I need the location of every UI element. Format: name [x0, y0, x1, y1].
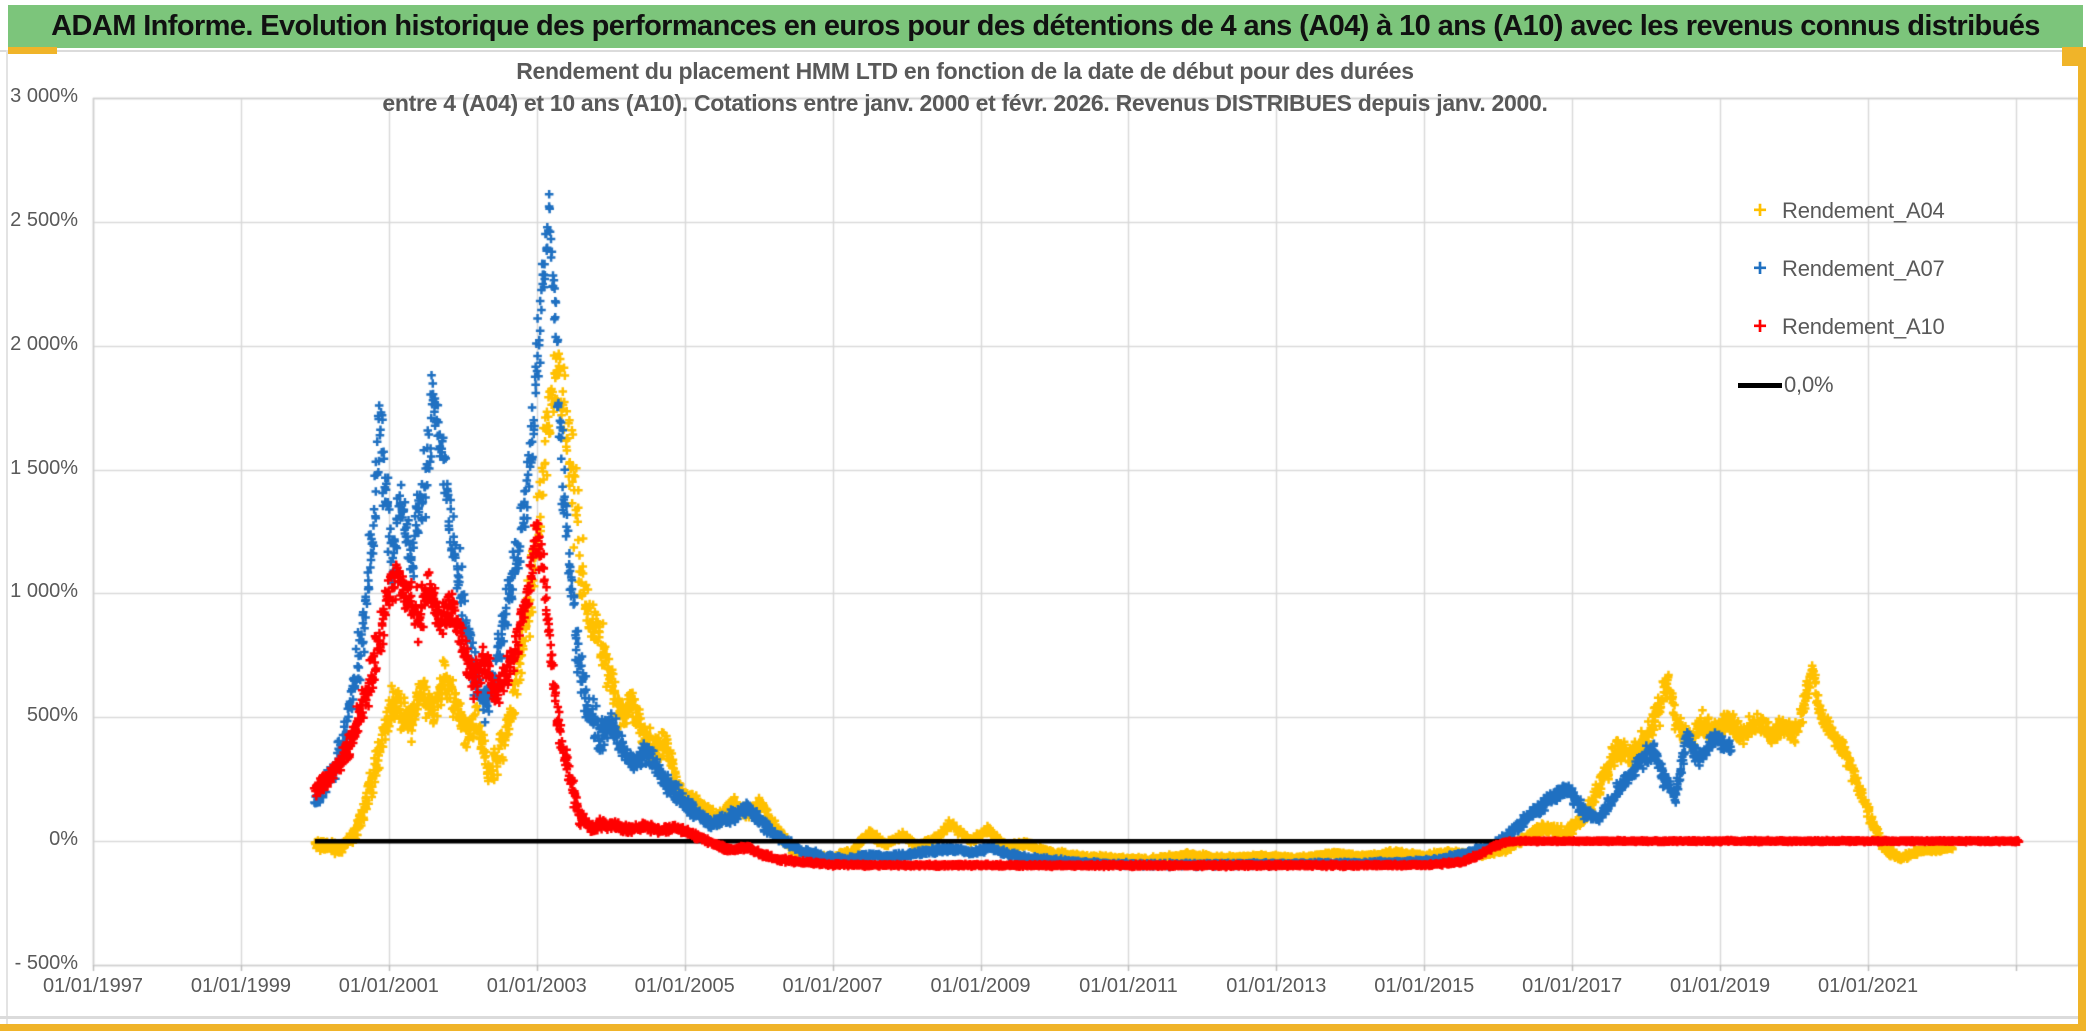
chart-title-line2: entre 4 (A04) et 10 ans (A10). Cotations… — [382, 90, 1548, 116]
y-tick-label: 2 000% — [10, 332, 78, 355]
legend-item-rendement-a04: + Rendement_A04 — [1738, 182, 1945, 240]
legend-item-rendement-a07: + Rendement_A07 — [1738, 240, 1945, 298]
x-tick-label: 01/01/2007 — [782, 975, 883, 997]
legend-label: 0,0% — [1784, 372, 1834, 397]
legend-label: Rendement_A07 — [1782, 256, 1945, 281]
accent-dash-left — [8, 47, 57, 54]
header-divider — [0, 50, 2078, 52]
y-tick-label: 0% — [49, 828, 78, 851]
legend-label: Rendement_A04 — [1782, 198, 1945, 223]
legend-label: Rendement_A10 — [1782, 314, 1945, 339]
x-tick-label: 01/01/2017 — [1522, 975, 1623, 997]
y-tick-label: 3 000% — [10, 85, 78, 107]
legend: + Rendement_A04 + Rendement_A07 + Rendement_A… — [1738, 182, 1945, 414]
plus-marker-icon: + — [1752, 197, 1767, 224]
x-tick-label: 01/01/2009 — [930, 975, 1031, 997]
y-tick-label: 1 000% — [10, 580, 78, 603]
page-title: ADAM Informe. Evolution historique des p… — [8, 5, 2083, 48]
accent-border-right — [2078, 47, 2086, 1031]
x-tick-label: 01/01/2021 — [1817, 975, 1919, 997]
x-tick-label: 01/01/2019 — [1670, 975, 1771, 997]
x-tick-label: 01/01/2013 — [1226, 975, 1327, 997]
zero-line-marker — [1738, 382, 1782, 388]
left-border — [6, 50, 8, 1025]
plus-marker-icon: + — [1752, 313, 1767, 340]
x-tick-label: 01/01/1999 — [190, 975, 291, 997]
x-tick-label: 01/01/2015 — [1374, 975, 1475, 997]
legend-item-rendement-a10: + Rendement_A10 — [1738, 298, 1945, 356]
legend-item-0-0-: 0,0% — [1738, 356, 1945, 414]
plus-marker-icon: + — [1752, 255, 1767, 282]
bottom-divider — [0, 1016, 2086, 1019]
x-tick-label: 01/01/2001 — [338, 975, 439, 997]
accent-border-bottom — [0, 1024, 2086, 1031]
chart-title-line1: Rendement du placement HMM LTD en foncti… — [516, 58, 1414, 84]
x-tick-label: 01/01/1997 — [42, 975, 144, 997]
x-tick-label: 01/01/2005 — [634, 975, 735, 997]
y-tick-label: 1 500% — [10, 456, 78, 479]
y-tick-label: 500% — [26, 704, 78, 727]
y-tick-label: - 500% — [14, 952, 78, 974]
y-tick-label: 2 500% — [10, 208, 78, 231]
x-tick-label: 01/01/2003 — [486, 975, 587, 997]
x-tick-label: 01/01/2011 — [1079, 975, 1178, 997]
